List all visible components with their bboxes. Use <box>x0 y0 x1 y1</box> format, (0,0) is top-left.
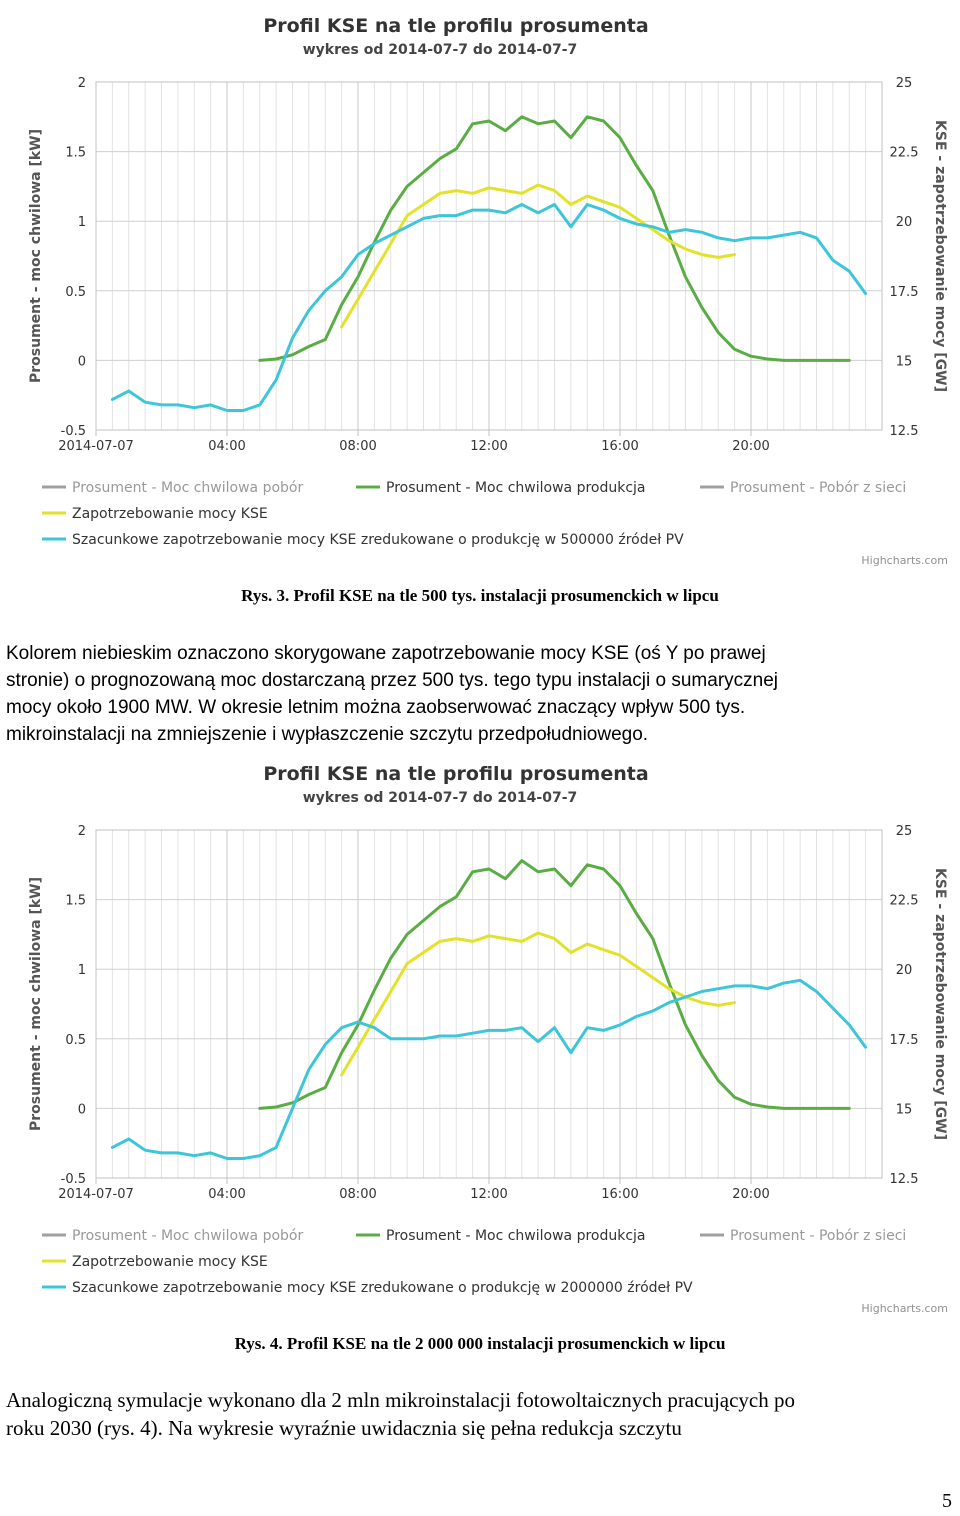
paragraph-1-line-1: Kolorem niebieskim oznaczono skorygowane… <box>6 643 766 664</box>
legend-item: Prosument - Pobór z sieci <box>730 1228 906 1244</box>
paragraph-2: Analogiczną symulacje wykonano dla 2 mln… <box>6 1386 954 1442</box>
series-line-4 <box>110 203 868 412</box>
y2-tick-label: 17.5 <box>890 285 919 300</box>
y-tick-label: 0.5 <box>65 285 86 300</box>
legend-item: Prosument - Pobór z sieci <box>730 480 906 496</box>
x-tick-label: 16:00 <box>601 1187 638 1202</box>
y-tick-label: 1 <box>78 963 86 978</box>
legend-item: Zapotrzebowanie mocy KSE <box>72 1254 268 1270</box>
credit: Highcharts.com <box>861 1302 948 1315</box>
x-tick-label: 2014-07-07 <box>58 439 134 454</box>
y-tick-label: 0 <box>78 1102 86 1117</box>
grid <box>95 81 883 431</box>
y-tick-label: -0.5 <box>61 1172 86 1187</box>
chart-title: Profil KSE na tle profilu prosumenta <box>263 763 648 785</box>
y-tick-label: 1 <box>78 215 86 230</box>
legend-item: Prosument - Moc chwilowa pobór <box>72 1228 303 1244</box>
x-tick-label: 20:00 <box>732 439 769 454</box>
y-tick-label: -0.5 <box>61 424 86 439</box>
chart-1-svg: Profil KSE na tle profilu prosumenta wykr… <box>28 15 948 567</box>
y2-tick-label: 15 <box>896 354 913 369</box>
chart-subtitle: wykres od 2014-07-7 do 2014-07-7 <box>303 42 578 58</box>
series-group <box>110 859 868 1160</box>
y2-tick-label: 25 <box>896 824 913 839</box>
grid <box>95 829 883 1179</box>
credit: Highcharts.com <box>861 554 948 567</box>
y2-tick-label: 12.5 <box>890 1172 919 1187</box>
caption-2: Rys. 4. Profil KSE na tle 2 000 000 inst… <box>234 1334 726 1353</box>
series-line-4 <box>110 978 868 1160</box>
paragraph-1-line-2: stronie) o prognozowaną moc dostarczaną … <box>6 670 779 691</box>
y2-tick-label: 22.5 <box>890 146 919 161</box>
y2-tick-label: 20 <box>896 215 913 230</box>
y2-tick-label: 25 <box>896 76 913 91</box>
y2-tick-label: 15 <box>896 1102 913 1117</box>
x-tick-label: 12:00 <box>470 439 507 454</box>
x-tick-label: 04:00 <box>208 439 245 454</box>
chart-subtitle: wykres od 2014-07-7 do 2014-07-7 <box>303 790 578 806</box>
y2-tick-label: 20 <box>896 963 913 978</box>
chart-2-svg: Profil KSE na tle profilu prosumenta wykr… <box>28 763 948 1315</box>
x-tick-label: 12:00 <box>470 1187 507 1202</box>
y-axis-title: Prosument - moc chwilowa [kW] <box>28 129 44 383</box>
paragraph-1-line-4: mikroinstalacji na zmniejszenie i wypłas… <box>6 724 649 745</box>
y-tick-label: 0 <box>78 354 86 369</box>
y2-tick-label: 17.5 <box>890 1033 919 1048</box>
chart-1: Profil KSE na tle profilu prosumenta wykr… <box>4 2 956 570</box>
series-group <box>110 115 868 412</box>
legend-item: Szacunkowe zapotrzebowanie mocy KSE zred… <box>72 1280 693 1296</box>
y-tick-label: 0.5 <box>65 1033 86 1048</box>
y2-axis-title: KSE - zapotrzebowanie mocy [GW] <box>932 120 948 392</box>
y-tick-label: 1.5 <box>65 146 86 161</box>
legend-item: Prosument - Moc chwilowa pobór <box>72 480 303 496</box>
series-line-3 <box>340 931 737 1077</box>
y2-axis-title: KSE - zapotrzebowanie mocy [GW] <box>932 868 948 1140</box>
legend-item: Szacunkowe zapotrzebowanie mocy KSE zred… <box>72 532 684 548</box>
x-tick-label: 08:00 <box>339 439 376 454</box>
y-tick-label: 2 <box>78 824 86 839</box>
paragraph-2-line-2: roku 2030 (rys. 4). Na wykresie wyraźnie… <box>6 1416 682 1440</box>
y-axis-title: Prosument - moc chwilowa [kW] <box>28 877 44 1131</box>
x-tick-label: 16:00 <box>601 439 638 454</box>
legend-item: Prosument - Moc chwilowa produkcja <box>386 480 646 496</box>
legend: Prosument - Moc chwilowa pobór Prosument … <box>42 1228 906 1296</box>
paragraph-1-line-3: mocy około 1900 MW. W okresie letnim moż… <box>6 697 746 718</box>
legend-item: Prosument - Moc chwilowa produkcja <box>386 1228 646 1244</box>
series-line-1 <box>258 859 851 1110</box>
legend: Prosument - Moc chwilowa pobór Prosument … <box>42 480 906 548</box>
chart-2: Profil KSE na tle profilu prosumenta wykr… <box>4 750 956 1318</box>
x-tick-label: 20:00 <box>732 1187 769 1202</box>
y-tick-label: 1.5 <box>65 894 86 909</box>
paragraph-2-line-1: Analogiczną symulacje wykonano dla 2 mln… <box>6 1388 795 1412</box>
y2-tick-label: 22.5 <box>890 894 919 909</box>
y-tick-label: 2 <box>78 76 86 91</box>
series-line-3 <box>340 183 737 329</box>
legend-item: Zapotrzebowanie mocy KSE <box>72 506 268 522</box>
chart-title: Profil KSE na tle profilu prosumenta <box>263 15 648 37</box>
series-line-1 <box>258 115 851 362</box>
caption-1: Rys. 3. Profil KSE na tle 500 tys. insta… <box>241 586 719 605</box>
page-number: 5 <box>942 1490 952 1512</box>
x-tick-label: 2014-07-07 <box>58 1187 134 1202</box>
x-tick-label: 04:00 <box>208 1187 245 1202</box>
y2-tick-label: 12.5 <box>890 424 919 439</box>
paragraph-1: Kolorem niebieskim oznaczono skorygowane… <box>6 640 954 748</box>
x-tick-label: 08:00 <box>339 1187 376 1202</box>
